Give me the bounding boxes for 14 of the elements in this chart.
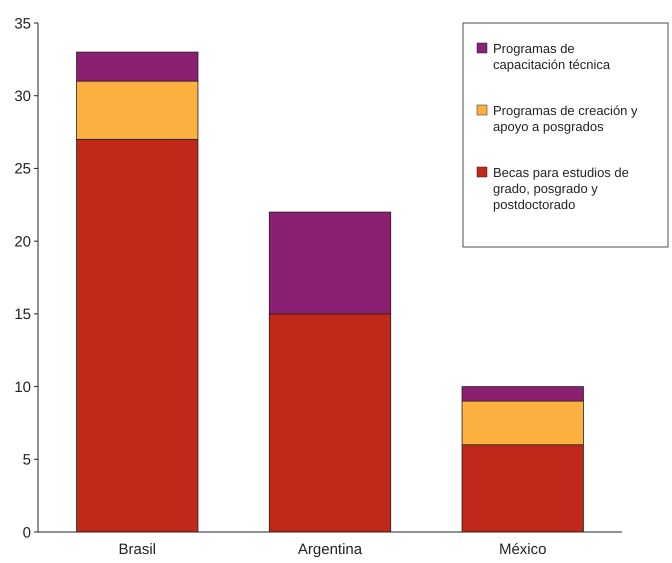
y-tick-label: 35 bbox=[14, 15, 31, 32]
y-tick-label: 15 bbox=[14, 306, 31, 324]
y-tick-label: 30 bbox=[14, 88, 31, 105]
x-tick-label: Argentina bbox=[298, 541, 363, 558]
x-tick-label: Brasil bbox=[118, 541, 156, 558]
x-tick-label: México bbox=[498, 541, 546, 558]
legend-label: Programas de capacitación técnica bbox=[493, 41, 611, 72]
legend-label: Programas de creación y apoyo a posgrados bbox=[493, 103, 638, 134]
y-tick-label: 5 bbox=[22, 452, 31, 469]
y-tick-label: 10 bbox=[14, 378, 31, 396]
y-tick-label: 0 bbox=[22, 524, 31, 542]
y-tick-label: 25 bbox=[14, 160, 31, 178]
legend-label: Becas para estudios de grado, posgrado y postdoctorado bbox=[493, 165, 629, 212]
y-tick-label: 20 bbox=[14, 233, 31, 250]
